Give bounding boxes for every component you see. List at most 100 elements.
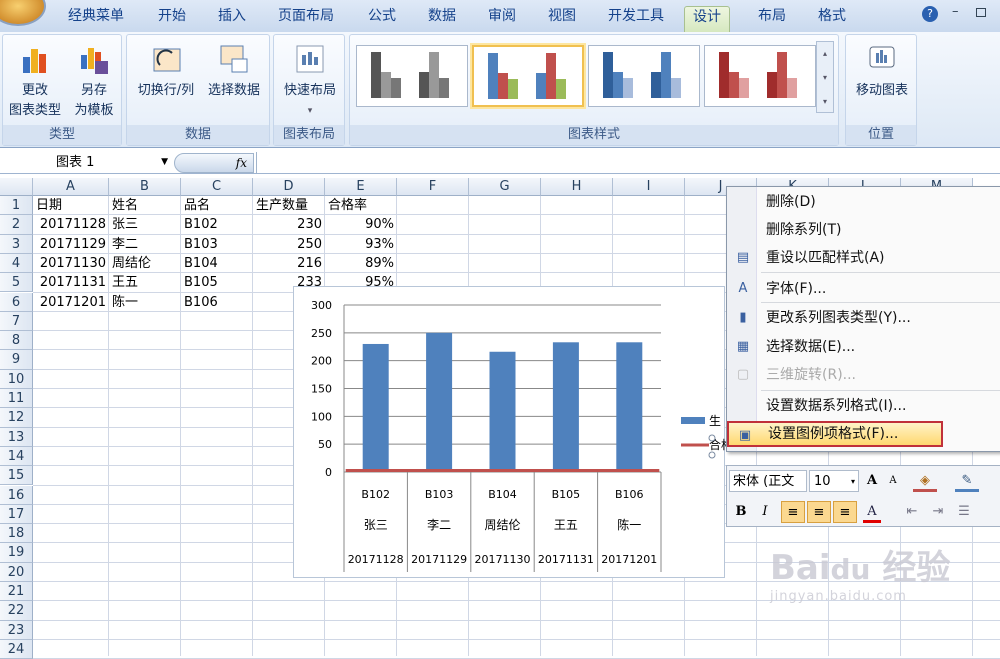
cell-A3[interactable]: 20171129 [33, 235, 109, 254]
font-name-select[interactable]: 宋体 (正文 [729, 470, 807, 492]
name-box[interactable]: 图表 1▼ [0, 152, 172, 173]
cell-C3[interactable]: B103 [181, 235, 253, 254]
fill-color-button[interactable]: ◈ [913, 470, 937, 492]
bar-4[interactable] [616, 342, 642, 472]
select-all-button[interactable] [0, 178, 33, 196]
cell-A5[interactable]: 20171131 [33, 273, 109, 292]
shrink-font-button[interactable]: A [885, 470, 901, 492]
tab-1[interactable]: 开始 [158, 6, 186, 32]
align-left-button[interactable]: ≡ [781, 501, 805, 523]
move-chart-button[interactable]: 移动图表 [848, 43, 916, 101]
chart-style-1[interactable] [356, 45, 468, 107]
cell-B6[interactable]: 陈一 [109, 293, 181, 312]
styles-scroll[interactable]: ▴▾▾ [816, 41, 834, 113]
cell-B5[interactable]: 王五 [109, 273, 181, 292]
tab-10[interactable]: 布局 [758, 6, 786, 32]
column-header-B[interactable]: B [109, 178, 181, 196]
row-header-8[interactable]: 8 [0, 331, 33, 350]
cell-B3[interactable]: 李二 [109, 235, 181, 254]
cell-A1[interactable]: 日期 [33, 196, 109, 215]
tab-3[interactable]: 页面布局 [278, 6, 334, 32]
bullets-icon[interactable]: ☰ [955, 501, 973, 523]
row-header-17[interactable]: 17 [0, 505, 33, 524]
row-header-19[interactable]: 19 [0, 543, 33, 562]
bar-2[interactable] [490, 352, 516, 472]
font-size-select[interactable]: 10▾ [809, 470, 859, 492]
row-header-9[interactable]: 9 [0, 350, 33, 369]
column-header-D[interactable]: D [253, 178, 325, 196]
bar-1[interactable] [426, 333, 452, 472]
cell-A2[interactable]: 20171128 [33, 215, 109, 234]
row-header-18[interactable]: 18 [0, 524, 33, 543]
row-header-23[interactable]: 23 [0, 621, 33, 640]
font-color-button[interactable]: A [863, 501, 881, 523]
column-header-H[interactable]: H [541, 178, 613, 196]
restore-icon[interactable] [976, 8, 986, 17]
menu-item-6[interactable]: ▢三维旋转(R)... [727, 362, 1000, 388]
minimize-icon[interactable]: – [952, 4, 959, 19]
cell-B4[interactable]: 周结伦 [109, 254, 181, 273]
tab-2[interactable]: 插入 [218, 6, 246, 32]
cell-D1[interactable]: 生产数量 [253, 196, 325, 215]
row-header-2[interactable]: 2 [0, 215, 33, 234]
row-header-1[interactable]: 1 [0, 196, 33, 215]
tab-6[interactable]: 审阅 [488, 6, 516, 32]
menu-item-5[interactable]: ▦选择数据(E)... [727, 334, 1000, 360]
select-data-button[interactable]: 选择数据 [201, 43, 267, 101]
column-header-I[interactable]: I [613, 178, 685, 196]
row-header-16[interactable]: 16 [0, 486, 33, 505]
column-header-G[interactable]: G [469, 178, 541, 196]
save-as-template-button[interactable]: 另存为模板 [67, 43, 121, 121]
row-header-4[interactable]: 4 [0, 254, 33, 273]
cell-C1[interactable]: 品名 [181, 196, 253, 215]
menu-item-8[interactable]: ▣设置图例项格式(F)... [727, 421, 943, 447]
align-right-button[interactable]: ≡ [833, 501, 857, 523]
cell-E4[interactable]: 89% [325, 254, 397, 273]
column-header-F[interactable]: F [397, 178, 469, 196]
row-header-15[interactable]: 15 [0, 466, 33, 485]
cell-A6[interactable]: 20171201 [33, 293, 109, 312]
help-icon[interactable]: ? [922, 6, 938, 22]
bold-button[interactable]: B [733, 501, 749, 523]
cell-B2[interactable]: 张三 [109, 215, 181, 234]
tab-0[interactable]: 经典菜单 [68, 6, 124, 32]
selection-handle[interactable] [709, 435, 715, 441]
formula-input[interactable] [256, 152, 1000, 173]
align-center-button[interactable]: ≡ [807, 501, 831, 523]
change-chart-type-button[interactable]: 更改图表类型 [7, 43, 63, 121]
row-header-6[interactable]: 6 [0, 293, 33, 312]
row-header-3[interactable]: 3 [0, 235, 33, 254]
cell-D2[interactable]: 230 [253, 215, 325, 234]
cell-C6[interactable]: B106 [181, 293, 253, 312]
menu-item-0[interactable]: 删除(D) [727, 189, 1000, 215]
grow-font-button[interactable]: A [863, 470, 881, 492]
menu-item-1[interactable]: 删除系列(T) [727, 217, 1000, 243]
cell-D3[interactable]: 250 [253, 235, 325, 254]
decrease-indent-icon[interactable]: ⇤ [903, 501, 921, 523]
chart-style-3[interactable] [588, 45, 700, 107]
bar-0[interactable] [363, 344, 389, 472]
italic-button[interactable]: I [757, 501, 773, 523]
cell-E3[interactable]: 93% [325, 235, 397, 254]
tab-9[interactable]: 设计 [684, 6, 730, 32]
row-header-7[interactable]: 7 [0, 312, 33, 331]
cell-E2[interactable]: 90% [325, 215, 397, 234]
tab-7[interactable]: 视图 [548, 6, 576, 32]
chart-style-2[interactable] [472, 45, 584, 107]
row-header-10[interactable]: 10 [0, 370, 33, 389]
menu-item-4[interactable]: ▮更改系列图表类型(Y)... [727, 305, 1000, 331]
bar-3[interactable] [553, 342, 579, 472]
menu-item-2[interactable]: ▤重设以匹配样式(A) [727, 245, 1000, 271]
cell-D4[interactable]: 216 [253, 254, 325, 273]
tab-4[interactable]: 公式 [368, 6, 396, 32]
row-header-11[interactable]: 11 [0, 389, 33, 408]
cell-C2[interactable]: B102 [181, 215, 253, 234]
row-header-13[interactable]: 13 [0, 428, 33, 447]
cell-C5[interactable]: B105 [181, 273, 253, 292]
line-color-button[interactable]: ✎ [955, 470, 979, 492]
cell-B1[interactable]: 姓名 [109, 196, 181, 215]
cell-E1[interactable]: 合格率 [325, 196, 397, 215]
insert-function-button[interactable]: fx [174, 153, 254, 173]
